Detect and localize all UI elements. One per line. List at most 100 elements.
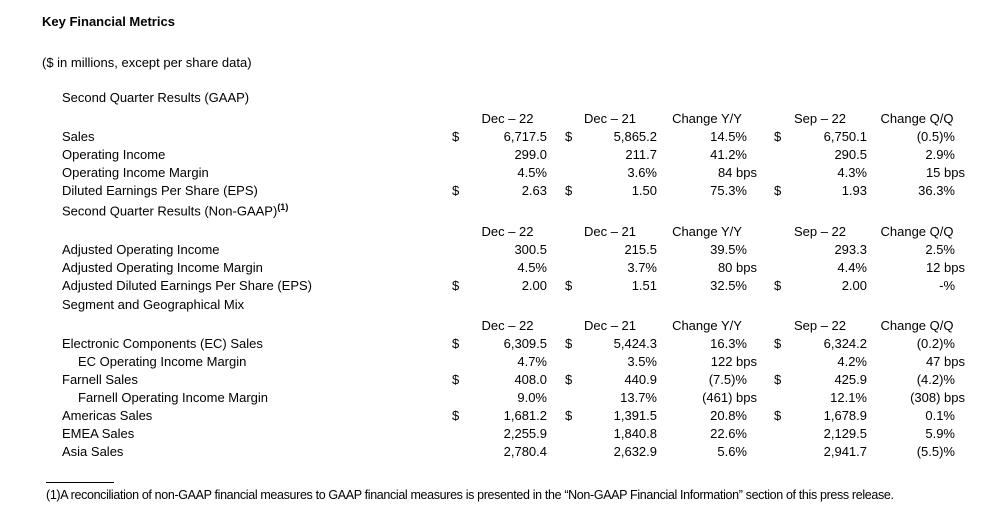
col-header-sep22: Sep – 22 bbox=[793, 111, 847, 126]
currency-cell: $ bbox=[565, 372, 573, 388]
currency-cell: $ bbox=[565, 278, 573, 294]
column-header-row: Dec – 22 Dec – 21 Change Y/Y Sep – 22 Change… bbox=[42, 313, 967, 334]
col-header-change-qq: Change Q/Q bbox=[880, 318, 954, 334]
currency-cell: $ bbox=[452, 408, 460, 424]
value-cell: 4.5% bbox=[517, 260, 547, 276]
section-heading: Second Quarter Results (Non-GAAP)(1) bbox=[62, 202, 289, 219]
currency-cell bbox=[757, 258, 797, 276]
change-qq-cell: (5.5)% bbox=[916, 444, 955, 460]
section-heading: Second Quarter Results (GAAP) bbox=[62, 90, 250, 105]
change-qq-cell: (0.5)% bbox=[916, 129, 955, 144]
col-header-dec22: Dec – 22 bbox=[481, 111, 534, 126]
currency-cell: $ bbox=[565, 183, 573, 198]
footnote-marker: (1) bbox=[46, 488, 61, 503]
currency-cell: $ bbox=[774, 408, 782, 424]
change-yy-cell: 75.3% bbox=[710, 183, 747, 198]
col-header-dec22: Dec – 22 bbox=[481, 224, 534, 240]
footnote-divider bbox=[46, 482, 114, 484]
change-qq-cell: 0.1% bbox=[925, 408, 955, 424]
row-label: Electronic Components (EC) Sales bbox=[62, 336, 263, 352]
change-qq-cell: (4.2)% bbox=[916, 372, 955, 388]
metric-row: Electronic Components (EC) Sales $6,309.5… bbox=[42, 334, 967, 352]
value-cell: 6,324.2 bbox=[823, 336, 867, 352]
currency-cell: $ bbox=[565, 408, 573, 424]
value-cell: 6,750.1 bbox=[823, 129, 867, 144]
currency-cell bbox=[547, 163, 577, 181]
value-cell: 425.9 bbox=[834, 372, 867, 388]
metric-row: EC Operating Income Margin 4.7% 3.5% 122 bp… bbox=[42, 352, 967, 370]
section-heading-row: Second Quarter Results (GAAP) bbox=[42, 87, 967, 106]
currency-cell bbox=[452, 145, 477, 163]
currency-cell: $ bbox=[774, 183, 782, 198]
row-label: Adjusted Operating Income bbox=[62, 242, 220, 258]
value-cell: 1,391.5 bbox=[613, 408, 657, 424]
row-label: Adjusted Diluted Earnings Per Share (EPS… bbox=[62, 278, 313, 294]
value-cell: 12.1% bbox=[830, 390, 867, 406]
value-cell: 5,424.3 bbox=[613, 336, 657, 352]
value-cell: 4.4% bbox=[837, 260, 867, 276]
row-label: Sales bbox=[62, 129, 95, 144]
section-heading: Segment and Geographical Mix bbox=[62, 297, 245, 313]
currency-cell: $ bbox=[452, 336, 460, 352]
value-cell: 1,678.9 bbox=[823, 408, 867, 424]
value-cell: 4.3% bbox=[837, 165, 867, 180]
currency-cell bbox=[452, 352, 477, 370]
metric-row: EMEA Sales 2,255.9 1,840.8 22.6% 2,129.5 5.9% bbox=[42, 424, 967, 442]
value-cell: 300.5 bbox=[514, 242, 547, 258]
currency-cell bbox=[452, 163, 477, 181]
value-cell: 13.7% bbox=[620, 390, 657, 406]
metric-row: Americas Sales $1,681.2 $1,391.5 20.8% $1,67… bbox=[42, 406, 967, 424]
currency-cell bbox=[547, 145, 577, 163]
metric-row: Sales $6,717.5 $5,865.2 14.5% $6,750.1 (0.5)% bbox=[42, 127, 967, 145]
col-header-change-yy: Change Y/Y bbox=[672, 224, 742, 240]
row-label: EC Operating Income Margin bbox=[78, 354, 247, 370]
change-qq-cell: (308) bps bbox=[910, 390, 965, 406]
units-note: ($ in millions, except per share data) bbox=[42, 55, 252, 70]
change-qq-cell: 12 bps bbox=[925, 260, 965, 276]
row-label: Operating Income bbox=[62, 147, 166, 162]
metric-row: Operating Income 299.0 211.7 41.2% 290.5 2.9% bbox=[42, 145, 967, 163]
value-cell: 215.5 bbox=[624, 242, 657, 258]
currency-cell bbox=[547, 240, 577, 258]
col-header-sep22: Sep – 22 bbox=[793, 318, 847, 334]
currency-cell bbox=[757, 442, 797, 460]
value-cell: 9.0% bbox=[517, 390, 547, 406]
value-cell: 3.5% bbox=[627, 354, 657, 370]
header-spacer bbox=[42, 219, 452, 240]
value-cell: 440.9 bbox=[624, 372, 657, 388]
change-yy-cell: 16.3% bbox=[710, 336, 747, 352]
value-cell: 2,255.9 bbox=[503, 426, 547, 442]
value-cell: 1.50 bbox=[631, 183, 657, 198]
col-header-dec21: Dec – 21 bbox=[583, 224, 637, 240]
col-header-sep22: Sep – 22 bbox=[793, 224, 847, 240]
metric-row: Adjusted Operating Income 300.5 215.5 39.5%… bbox=[42, 240, 967, 258]
value-cell: 1,840.8 bbox=[613, 426, 657, 442]
value-cell: 4.5% bbox=[517, 165, 547, 180]
currency-cell: $ bbox=[565, 129, 573, 144]
footnote-text: (1)A reconciliation of non-GAAP financia… bbox=[46, 487, 954, 504]
section-heading-row: Second Quarter Results (Non-GAAP)(1) bbox=[42, 199, 967, 219]
currency-cell: $ bbox=[452, 278, 460, 294]
currency-cell: $ bbox=[774, 372, 782, 388]
currency-cell: $ bbox=[774, 129, 782, 144]
value-cell: 4.7% bbox=[517, 354, 547, 370]
value-cell: 211.7 bbox=[625, 147, 657, 162]
value-cell: 2.00 bbox=[841, 278, 867, 294]
metric-row: Diluted Earnings Per Share (EPS) $2.63 $1.… bbox=[42, 181, 967, 199]
value-cell: 6,309.5 bbox=[503, 336, 547, 352]
col-header-change-qq: Change Q/Q bbox=[880, 224, 954, 240]
change-yy-cell: 41.2% bbox=[710, 147, 747, 162]
value-cell: 3.7% bbox=[627, 260, 657, 276]
value-cell: 2.00 bbox=[521, 278, 547, 294]
col-header-dec21: Dec – 21 bbox=[583, 318, 637, 334]
change-qq-cell: 5.9% bbox=[925, 426, 955, 442]
metric-row: Operating Income Margin 4.5% 3.6% 84 bps 4.3… bbox=[42, 163, 967, 181]
change-yy-cell: 32.5% bbox=[710, 278, 747, 294]
change-qq-cell: -% bbox=[939, 278, 955, 294]
value-cell: 2,780.4 bbox=[503, 444, 547, 460]
currency-cell bbox=[547, 424, 577, 442]
change-yy-cell: 84 bps bbox=[717, 165, 757, 180]
metrics-table-body: Second Quarter Results (GAAP) Dec – 22 Dec… bbox=[42, 87, 967, 460]
change-yy-cell: 20.8% bbox=[710, 408, 747, 424]
